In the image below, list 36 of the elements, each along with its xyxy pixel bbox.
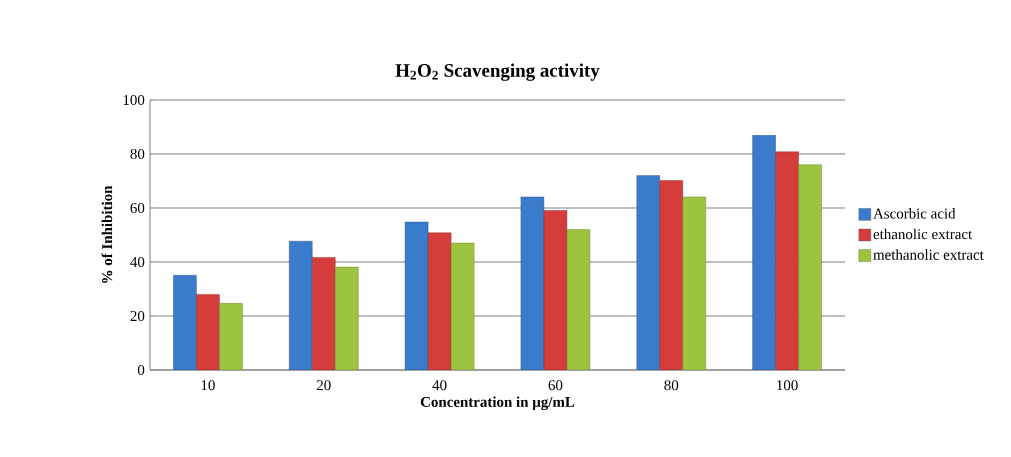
bar bbox=[404, 221, 429, 370]
bar bbox=[636, 175, 660, 370]
bar bbox=[543, 210, 568, 370]
bar bbox=[520, 196, 545, 370]
bar bbox=[566, 229, 591, 370]
bar bbox=[312, 257, 336, 370]
bar bbox=[427, 232, 452, 370]
bar bbox=[682, 196, 706, 370]
x-tick-label: 60 bbox=[548, 380, 563, 391]
y-tick-label: 40 bbox=[130, 256, 145, 268]
bar bbox=[289, 241, 313, 370]
bar bbox=[775, 151, 799, 370]
x-tick-label: 20 bbox=[316, 380, 331, 391]
bar bbox=[219, 303, 243, 370]
bar bbox=[196, 294, 220, 370]
y-tick-label: 80 bbox=[130, 148, 145, 160]
legend-label: methanolic extract bbox=[873, 249, 984, 260]
y-tick-label: 0 bbox=[137, 364, 145, 376]
chart-title: H$_{2}$O$_{2}$ Scavenging activity bbox=[395, 63, 600, 81]
x-axis-title: Concentration in µg/mL bbox=[420, 396, 575, 411]
bar bbox=[335, 266, 359, 370]
x-tick-label: 40 bbox=[432, 380, 447, 391]
x-tick-label: 10 bbox=[201, 380, 215, 391]
bar bbox=[450, 242, 475, 370]
y-tick-label: 100 bbox=[123, 94, 145, 106]
bar bbox=[798, 164, 822, 370]
y-tick-label: 60 bbox=[130, 202, 145, 214]
x-tick-label: 100 bbox=[777, 380, 798, 391]
bar bbox=[752, 135, 776, 370]
bar bbox=[173, 275, 197, 370]
x-tick-label: 80 bbox=[664, 380, 679, 391]
y-axis-title: % of Inhibition bbox=[101, 185, 113, 283]
legend-label: ethanolic extract bbox=[873, 228, 973, 240]
legend-label: Ascorbic acid bbox=[873, 208, 956, 219]
bar bbox=[659, 180, 683, 370]
y-tick-label: 20 bbox=[130, 310, 145, 322]
